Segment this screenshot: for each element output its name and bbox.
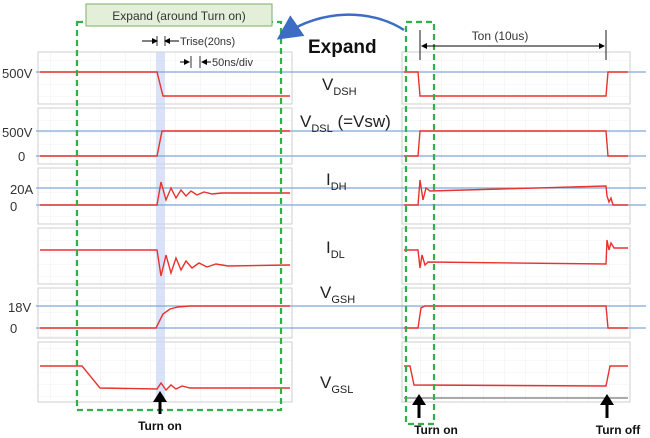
signal-vgsl: VGSL bbox=[320, 373, 353, 396]
trace-vdsh-right bbox=[404, 71, 628, 97]
trace-idh-right bbox=[404, 179, 628, 206]
signal-vgsh: VGSH bbox=[320, 283, 355, 306]
axis-label-zero-3: 0 bbox=[10, 321, 17, 336]
right-scope-panels bbox=[401, 51, 631, 403]
arrow-right-turn-on-icon bbox=[412, 394, 426, 418]
signal-idl: IDL bbox=[326, 238, 345, 261]
ton-label: Ton (10us) bbox=[472, 29, 529, 43]
signal-vdsh: VDSH bbox=[322, 75, 357, 98]
trise-highlight-band bbox=[156, 52, 165, 402]
axis-label-500v-b: 500V bbox=[2, 125, 33, 140]
event-arrows bbox=[153, 391, 614, 418]
right-panel-4 bbox=[401, 227, 631, 285]
timebase-annotation: 50ns/div bbox=[180, 56, 253, 69]
label-right-turn-on: Turn on bbox=[414, 423, 458, 437]
axis-label-zero-2: 0 bbox=[10, 199, 17, 214]
event-labels: Turn on Turn on Turn off bbox=[138, 419, 641, 437]
trace-vgsh-left bbox=[40, 305, 290, 329]
timebase-label: 50ns/div bbox=[212, 57, 253, 69]
trace-vdsl-left bbox=[40, 130, 290, 157]
expand-word: Expand bbox=[308, 37, 377, 58]
signal-idh: IDH bbox=[326, 170, 347, 193]
axis-label-500v-a: 500V bbox=[2, 66, 33, 81]
right-panel-2 bbox=[401, 107, 631, 165]
trace-vgsh-right bbox=[404, 305, 628, 329]
left-traces bbox=[40, 71, 291, 392]
right-panel-3 bbox=[401, 167, 631, 225]
axis-label-zero-1: 0 bbox=[18, 149, 25, 164]
arrow-left-turn-on-icon bbox=[153, 391, 167, 414]
turn-on-region-box bbox=[404, 20, 436, 426]
label-left-turn-on: Turn on bbox=[138, 419, 182, 433]
right-panel-6 bbox=[401, 341, 631, 403]
trise-annotation: Trise(20ns) bbox=[142, 36, 235, 48]
trise-label: Trise(20ns) bbox=[180, 36, 235, 48]
axis-label-20a: 20A bbox=[10, 182, 33, 197]
trace-vdsl-right bbox=[404, 130, 628, 157]
trace-vgsl-left bbox=[40, 365, 290, 392]
right-panel-5 bbox=[401, 287, 631, 339]
label-right-turn-off: Turn off bbox=[596, 423, 641, 437]
ton-annotation: Ton (10us) bbox=[419, 29, 607, 60]
signal-vdsl: VDSL (=Vsw) bbox=[300, 112, 391, 135]
expand-title-box bbox=[85, 3, 273, 27]
trace-vgsl-right bbox=[404, 365, 628, 387]
right-traces bbox=[404, 71, 628, 387]
trace-vdsh-left bbox=[40, 71, 290, 97]
expand-title: Expand (around Turn on) bbox=[112, 9, 245, 23]
left-axis-labels: 500V 500V 0 20A 0 18V 0 bbox=[2, 66, 33, 336]
expand-arrow bbox=[276, 13, 405, 40]
axis-label-18v: 18V bbox=[8, 300, 31, 315]
trace-idl-left bbox=[40, 249, 291, 277]
trace-idl-right bbox=[404, 239, 628, 269]
arrow-right-turn-off-icon bbox=[600, 394, 614, 418]
signal-names: VDSH VDSL (=Vsw) IDH IDL VGSH VGSL bbox=[300, 75, 391, 396]
trace-idh-left bbox=[40, 181, 290, 206]
